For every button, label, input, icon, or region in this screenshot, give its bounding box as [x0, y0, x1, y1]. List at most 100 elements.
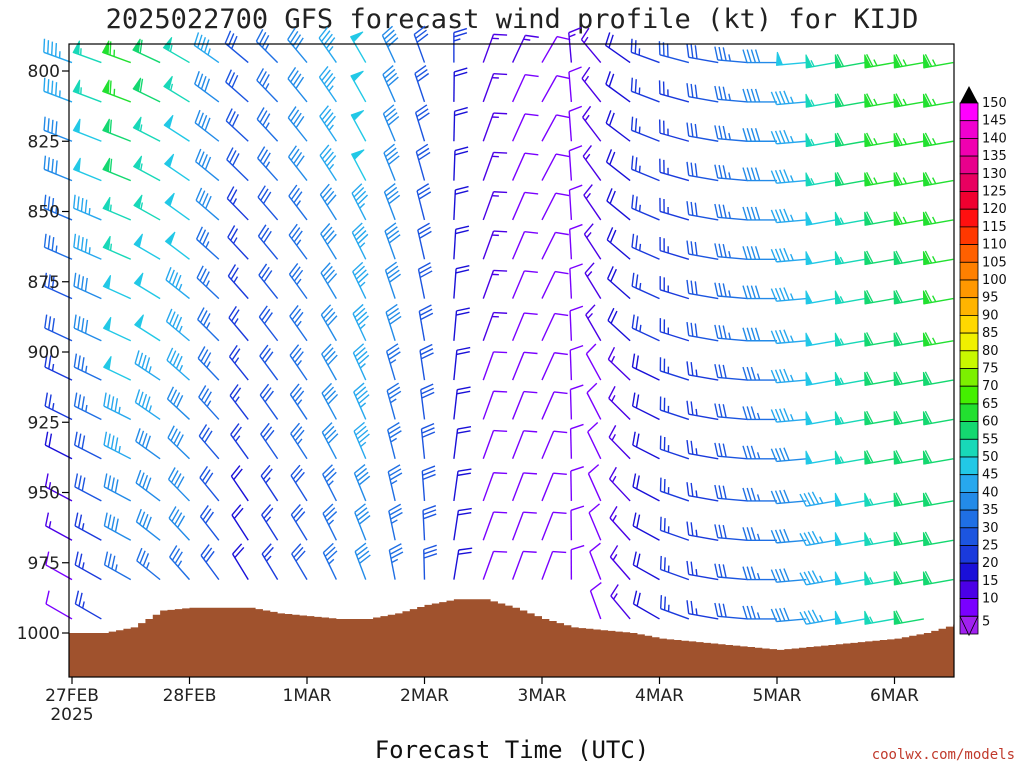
- wind-barb: [864, 332, 895, 347]
- wind-barb: [74, 512, 102, 541]
- wind-barb: [742, 605, 777, 620]
- wind-barb: [228, 305, 249, 342]
- colorbar-label: 10: [982, 592, 999, 607]
- wind-barb: [73, 194, 102, 221]
- wind-barb: [632, 551, 660, 581]
- wind-barb: [714, 243, 748, 260]
- wind-barb: [103, 431, 132, 460]
- wind-barb: [453, 346, 471, 381]
- wind-barb: [658, 119, 690, 142]
- wind-barb: [581, 66, 602, 103]
- wind-barb: [133, 233, 161, 260]
- colorbar-label: 40: [982, 485, 999, 500]
- wind-barb: [103, 473, 132, 502]
- wind-barb: [320, 304, 338, 342]
- wind-barb: [893, 492, 924, 507]
- wind-barb: [290, 464, 308, 502]
- colorbar-swatch: [959, 350, 979, 369]
- wind-barb: [659, 276, 690, 300]
- colorbar-swatch: [959, 137, 979, 157]
- wind-barb: [350, 109, 367, 142]
- colorbar-swatch: [959, 173, 979, 192]
- wind-barb: [922, 132, 954, 148]
- wind-barb: [258, 305, 279, 342]
- wind-barb: [893, 93, 924, 108]
- colorbar-swatch: [959, 598, 979, 617]
- wind-barb: [893, 450, 924, 465]
- y-tick-label: 875: [28, 273, 60, 293]
- wind-barb: [132, 77, 161, 103]
- wind-barb: [351, 149, 367, 181]
- wind-barb: [350, 31, 367, 63]
- wind-barb: [422, 505, 437, 541]
- wind-barb: [482, 33, 508, 63]
- wind-barb: [482, 73, 508, 103]
- wind-barb: [658, 80, 690, 103]
- wind-barb: [805, 332, 836, 347]
- wind-barb: [511, 511, 537, 541]
- wind-barb: [387, 422, 402, 459]
- wind-barb: [388, 543, 404, 580]
- colorbar-label: 25: [982, 539, 999, 554]
- wind-barb: [45, 551, 73, 581]
- wind-barb: [482, 112, 508, 142]
- wind-barb: [136, 547, 161, 581]
- wind-barb: [805, 133, 836, 148]
- wind-barb: [453, 225, 470, 260]
- wind-barb: [164, 231, 190, 260]
- wind-barb: [321, 382, 339, 420]
- colorbar-label: 135: [982, 149, 1007, 164]
- colorbar-swatch: [959, 456, 979, 476]
- wind-barb: [44, 392, 73, 421]
- wind-barb: [382, 65, 399, 103]
- wind-barb: [631, 233, 660, 260]
- wind-barb: [541, 114, 570, 142]
- wind-barb: [291, 543, 308, 580]
- wind-barb: [322, 503, 338, 541]
- wind-barb: [805, 450, 836, 465]
- wind-barb: [686, 600, 719, 620]
- wind-barb: [414, 104, 430, 142]
- wind-barb: [229, 384, 249, 420]
- wind-barb: [585, 343, 602, 381]
- wind-barb: [511, 472, 538, 502]
- wind-barb: [198, 385, 220, 420]
- colorbar-top-arrow: [960, 86, 978, 103]
- wind-barb: [686, 521, 719, 541]
- wind-barb: [73, 392, 102, 421]
- wind-barb: [770, 208, 807, 224]
- wind-barb: [631, 272, 660, 300]
- wind-barb: [232, 543, 249, 580]
- wind-barb: [511, 73, 539, 103]
- wind-barb: [631, 314, 660, 342]
- wind-barb: [482, 311, 508, 341]
- wind-barb: [103, 551, 132, 581]
- wind-barb: [659, 158, 690, 182]
- colorbar-swatch: [959, 155, 979, 175]
- wind-barb: [714, 46, 748, 64]
- wind-barb: [166, 386, 190, 420]
- wind-barb: [864, 492, 895, 507]
- wind-barb: [199, 465, 220, 502]
- wind-barb: [44, 512, 73, 541]
- colorbar-label: 55: [982, 432, 999, 447]
- wind-barb: [225, 108, 249, 142]
- wind-barb: [453, 307, 470, 341]
- wind-barb: [607, 307, 631, 342]
- wind-barb: [385, 303, 402, 341]
- wind-barb: [133, 272, 161, 300]
- wind-barb: [74, 590, 102, 620]
- wind-barb: [805, 251, 836, 266]
- wind-barb: [102, 118, 132, 142]
- wind-barb: [587, 464, 602, 502]
- wind-barb: [259, 383, 279, 420]
- wind-barb: [714, 85, 748, 103]
- wind-barb: [770, 90, 807, 106]
- wind-barb: [631, 155, 660, 182]
- wind-barb: [103, 392, 132, 421]
- wind-barb: [922, 250, 954, 266]
- wind-barb: [893, 53, 924, 69]
- wind-barb: [714, 563, 748, 581]
- wind-barb: [686, 439, 719, 460]
- wind-barb: [135, 508, 161, 541]
